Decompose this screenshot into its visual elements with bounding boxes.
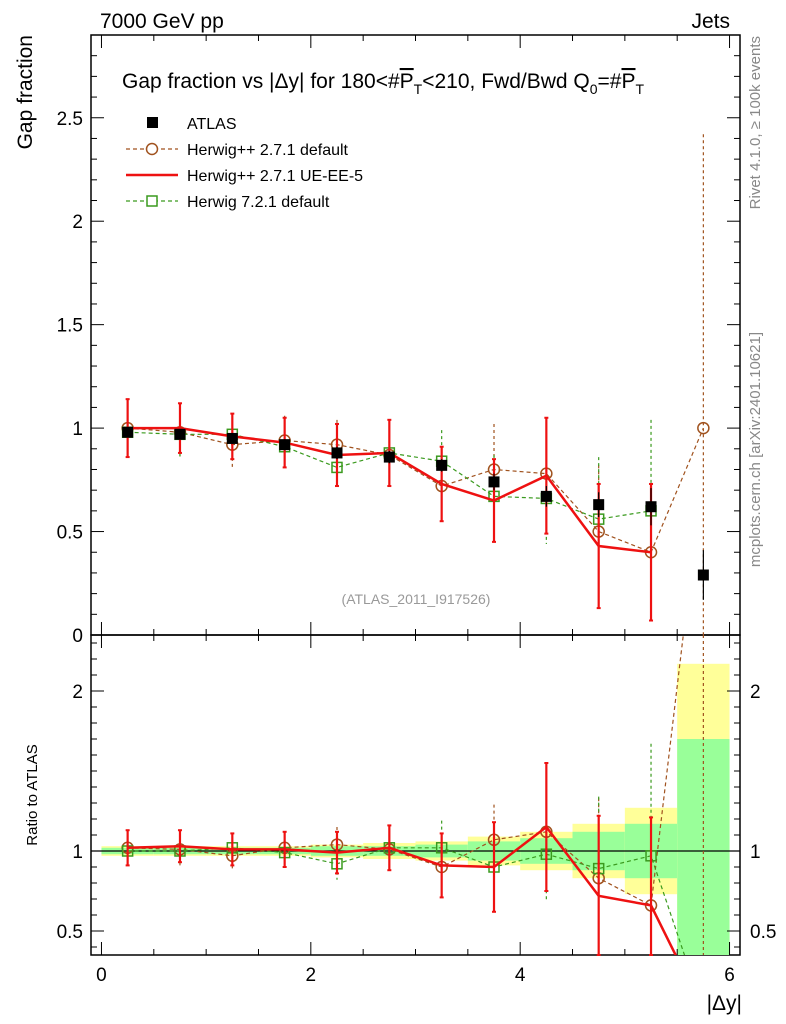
main-axis-ticks: 0 0.5 1 1.5 2 2.5 (57, 35, 740, 647)
main-point-data (697, 569, 709, 581)
title-part-q0: 0 (590, 81, 598, 97)
energy-label: 7000 GeV pp (100, 10, 224, 33)
ratio-y-axis-title: Ratio to ATLAS (24, 744, 41, 845)
legend-label-atlas: ATLAS (187, 116, 237, 133)
ratio-line-herwigpp_ueee5 (127, 825, 678, 955)
ratio-series-layer (121, 635, 704, 956)
main-y-axis-title: Gap fraction (14, 35, 37, 149)
legend-label-herwigpp-ueee5: Herwig++ 2.7.1 UE-EE-5 (187, 168, 363, 185)
main-line-herwigpp_default (127, 427, 704, 554)
ratio-axis-ticks: 0.5 0.5 1 1 2 2 0 2 4 6 (57, 635, 776, 986)
main-point-data (331, 447, 343, 459)
main-point-data (645, 501, 657, 513)
main-point-data (226, 432, 238, 444)
ratio-y-tick-label: 0.5 (57, 922, 83, 943)
title-part-eq: =# (598, 70, 622, 93)
category-label: Jets (691, 10, 730, 33)
ratio-x-tick-label: 4 (515, 965, 526, 986)
ratio-y-tick-label-right: 2 (750, 682, 761, 703)
main-y-tick-label: 1 (72, 419, 83, 440)
ratio-y-tick-label: 1 (72, 842, 83, 863)
title-part-p1: P (400, 70, 414, 93)
legend-marker-herwig721 (146, 195, 158, 207)
ratio-line-herwig721 (127, 847, 686, 955)
ratio-x-tick-label: 0 (96, 965, 107, 986)
ratio-y-tick-label-right: 1 (750, 842, 761, 863)
ratio-y-tick-label: 2 (72, 682, 83, 703)
title-part-mid: <210, Fwd/Bwd Q (422, 70, 590, 93)
main-point-data (122, 426, 134, 438)
ratio-uncertainty-bands (101, 663, 730, 955)
legend-label-herwig721: Herwig 7.2.1 default (187, 194, 330, 211)
chart-title: Gap fraction vs |Δy| for 180<#PT<210, Fw… (122, 70, 645, 97)
main-y-tick-label: 0 (72, 626, 83, 647)
main-point-data (488, 476, 500, 488)
title-part-pre: Gap fraction vs |Δy| for 180<# (122, 70, 400, 93)
analysis-reference: (ATLAS_2011_I917526) (342, 591, 491, 607)
main-series-layer (121, 134, 710, 635)
legend: ATLAS Herwig++ 2.7.1 default Herwig++ 2.… (126, 116, 363, 211)
legend-marker-herwigpp-default (145, 142, 159, 156)
main-point-data (279, 439, 291, 451)
main-y-tick-label: 2 (72, 212, 83, 233)
ratio-x-tick-label: 6 (724, 965, 735, 986)
ratio-y-tick-label-right: 0.5 (750, 922, 776, 943)
ratio-x-tick-label: 2 (306, 965, 317, 986)
x-axis-title: |Δy| (707, 992, 742, 1015)
title-part-t1: T (414, 81, 423, 97)
main-y-tick-label: 2.5 (57, 109, 83, 130)
main-point-data (593, 499, 605, 511)
ratio-panel-frame (90, 634, 741, 956)
main-point-data (540, 490, 552, 502)
legend-label-herwigpp-default: Herwig++ 2.7.1 default (187, 142, 349, 159)
main-y-tick-label: 1.5 (57, 316, 83, 337)
main-point-data (174, 428, 186, 440)
title-part-t2: T (636, 81, 645, 97)
side-text-mcplots: mcplots.cern.ch [arXiv:2401.10621] (747, 332, 764, 567)
main-point-herwigpp_default (697, 421, 710, 435)
side-text-rivet: Rivet 4.1.0, ≥ 100k events (747, 36, 764, 209)
main-point-data (383, 451, 395, 463)
main-y-tick-label: 0.5 (57, 523, 83, 544)
main-point-data (436, 459, 448, 471)
legend-marker-atlas (147, 117, 158, 128)
title-part-p2: P (621, 70, 635, 93)
ratio-line-herwigpp_default (127, 635, 684, 907)
